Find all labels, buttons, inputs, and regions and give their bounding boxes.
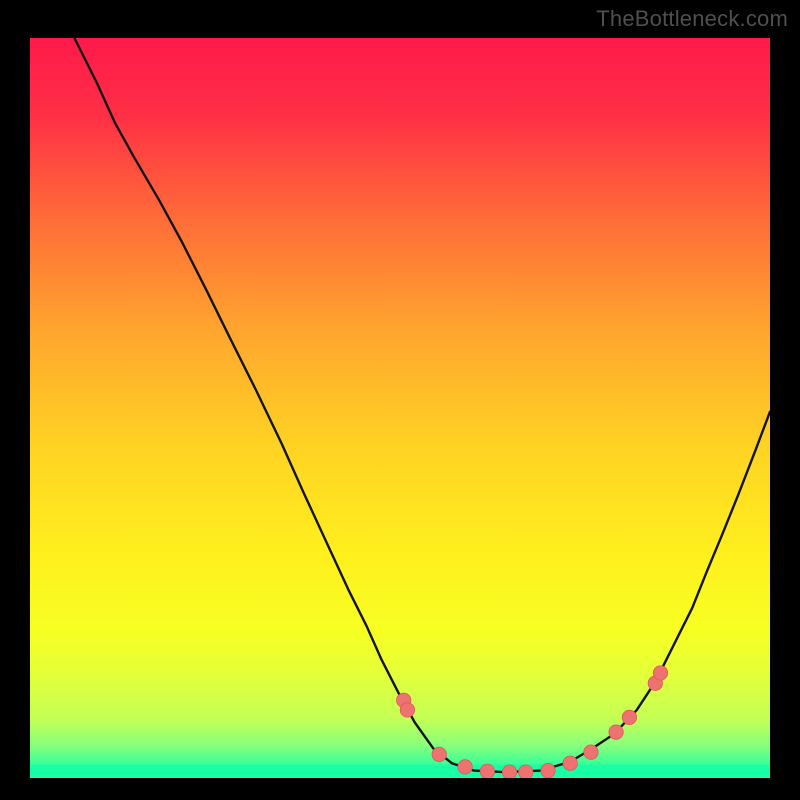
chart-root: TheBottleneck.com — [0, 0, 800, 800]
marker-point — [584, 745, 598, 759]
chart-svg — [30, 38, 770, 778]
marker-point — [458, 760, 472, 774]
marker-point — [480, 764, 494, 778]
bottom-accent-band — [30, 765, 770, 778]
marker-point — [653, 666, 667, 680]
marker-point — [622, 710, 636, 724]
plot-area — [30, 38, 770, 778]
marker-point — [563, 756, 577, 770]
attribution-text: TheBottleneck.com — [596, 6, 788, 32]
marker-point — [502, 765, 516, 778]
marker-point — [541, 763, 555, 777]
marker-point — [400, 703, 414, 717]
marker-point — [609, 725, 623, 739]
marker-point — [519, 765, 533, 778]
marker-point — [432, 747, 446, 761]
